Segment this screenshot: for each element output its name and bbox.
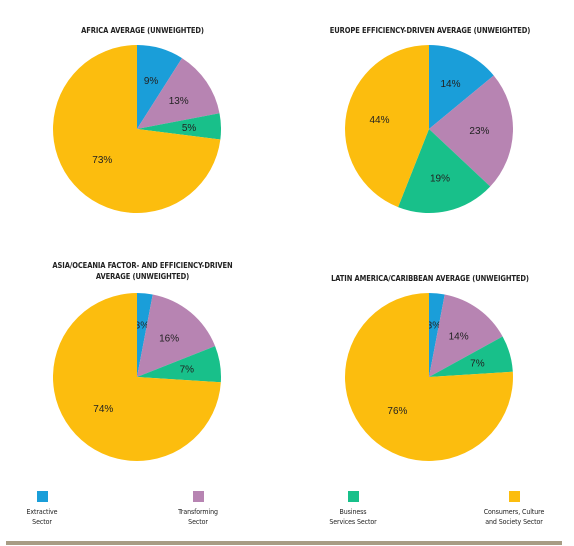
legend-item-consumers-culture-society: Consumers, Culture and Society Sector [468,491,560,527]
data-label-consumers-culture-society: 73% [92,155,112,166]
data-label-consumers-culture-society: 74% [93,404,113,415]
pie-chart-latin-america: 3% 14% 7% 76% [344,293,513,461]
data-label-extractive: 9% [144,76,159,87]
legend-label-business-services: Business Services Sector [329,508,377,526]
legend-swatch-extractive [36,491,48,502]
pie-slice-transforming [137,58,220,129]
legend-label-transforming: Transforming Sector [178,508,218,526]
pie-slice-extractive [137,45,183,129]
pie-slice-extractive [137,293,153,377]
pie-slice-transforming [429,75,513,187]
chart-title-africa: AFRICA AVERAGE (UNWEIGHTED) [81,26,204,35]
data-label-business-services: 5% [182,123,197,134]
chart-title-latin-america: LATIN AMERICA/CARIBBEAN AVERAGE (UNWEIGH… [331,274,529,283]
pie-slice-extractive [429,293,445,377]
data-label-business-services: 19% [430,174,450,185]
data-label-business-services: 7% [470,358,485,369]
data-label-extractive: 3% [427,321,442,332]
data-label-transforming: 14% [449,332,469,343]
data-label-consumers-culture-society: 44% [369,115,389,126]
legend-item-extractive: Extractive Sector [14,491,70,527]
pie-chart-africa: 9% 13% 5% 73% [53,45,222,213]
data-label-business-services: 7% [180,365,195,376]
pie-chart-europe: 14% 23% 19% 44% [345,45,513,213]
pie-slice-consumers-culture-society [345,45,429,208]
legend-label-consumers-culture-society: Consumers, Culture and Society Sector [483,508,545,526]
pie-slice-business-services [137,113,222,140]
legend-swatch-transforming [192,491,204,502]
data-label-consumers-culture-society: 76% [387,406,407,417]
data-label-extractive: 3% [135,321,150,332]
data-label-extractive: 14% [440,79,460,90]
legend-swatch-business-services [347,491,359,502]
legend-label-extractive: Extractive Sector [26,508,58,526]
pie-slice-transforming [137,294,216,377]
legend-swatch-consumers-culture-society [508,491,520,502]
pie-chart-asia-oceania: 3% 16% 7% 74% [52,293,221,461]
legend-item-transforming: Transforming Sector [165,491,231,527]
pie-slice-transforming [429,294,503,377]
chart-title-asia-oceania: ASIA/OCEANIA FACTOR- AND EFFICIENCY-DRIV… [52,261,233,281]
data-label-transforming: 23% [469,126,489,137]
pie-slice-consumers-culture-society [53,45,221,213]
pie-slice-consumers-culture-society [52,293,221,461]
pie-slice-consumers-culture-society [344,293,513,461]
chart-title-europe: EUROPE EFFICIENCY-DRIVEN AVERAGE (UNWEIG… [329,26,531,35]
data-label-transforming: 13% [169,96,189,107]
pie-slice-extractive [429,45,494,129]
pie-slice-business-services [398,129,491,213]
data-label-transforming: 16% [159,334,179,345]
bottom-divider [6,541,562,545]
pie-slice-business-services [137,346,221,383]
legend-item-business-services: Business Services Sector [318,491,388,527]
pie-slice-business-services [429,336,513,377]
